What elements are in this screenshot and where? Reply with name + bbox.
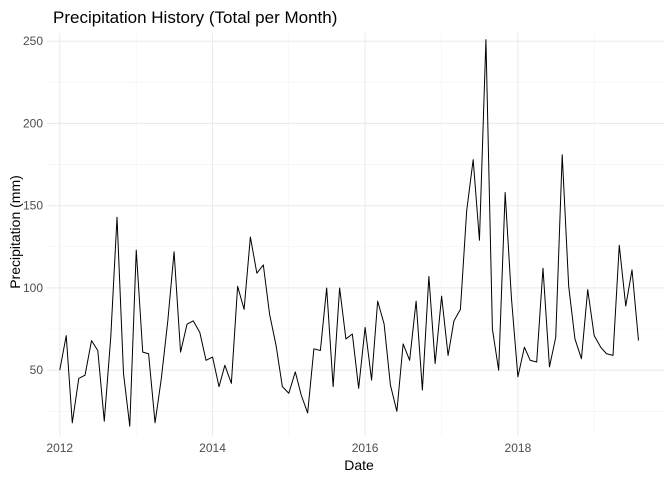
x-axis-title: Date: [344, 457, 374, 473]
grid: [47, 33, 664, 436]
x-tick-label: 2014: [199, 441, 226, 455]
series-layer: [59, 39, 639, 427]
y-tick-label: 200: [23, 116, 43, 130]
x-axis-ticks: 2012 2014 2016 2018: [46, 441, 531, 455]
x-tick-label: 2016: [352, 441, 379, 455]
y-tick-label: 150: [23, 199, 43, 213]
x-tick-label: 2012: [46, 441, 73, 455]
y-tick-label: 50: [30, 363, 44, 377]
y-axis-title: Precipitation (mm): [7, 175, 23, 289]
y-axis-ticks: 50 100 150 200 250: [23, 34, 43, 377]
y-tick-label: 250: [23, 34, 43, 48]
precipitation-line: [59, 39, 639, 427]
y-tick-label: 100: [23, 281, 43, 295]
x-tick-label: 2018: [505, 441, 532, 455]
chart-title: Precipitation History (Total per Month): [53, 8, 337, 27]
